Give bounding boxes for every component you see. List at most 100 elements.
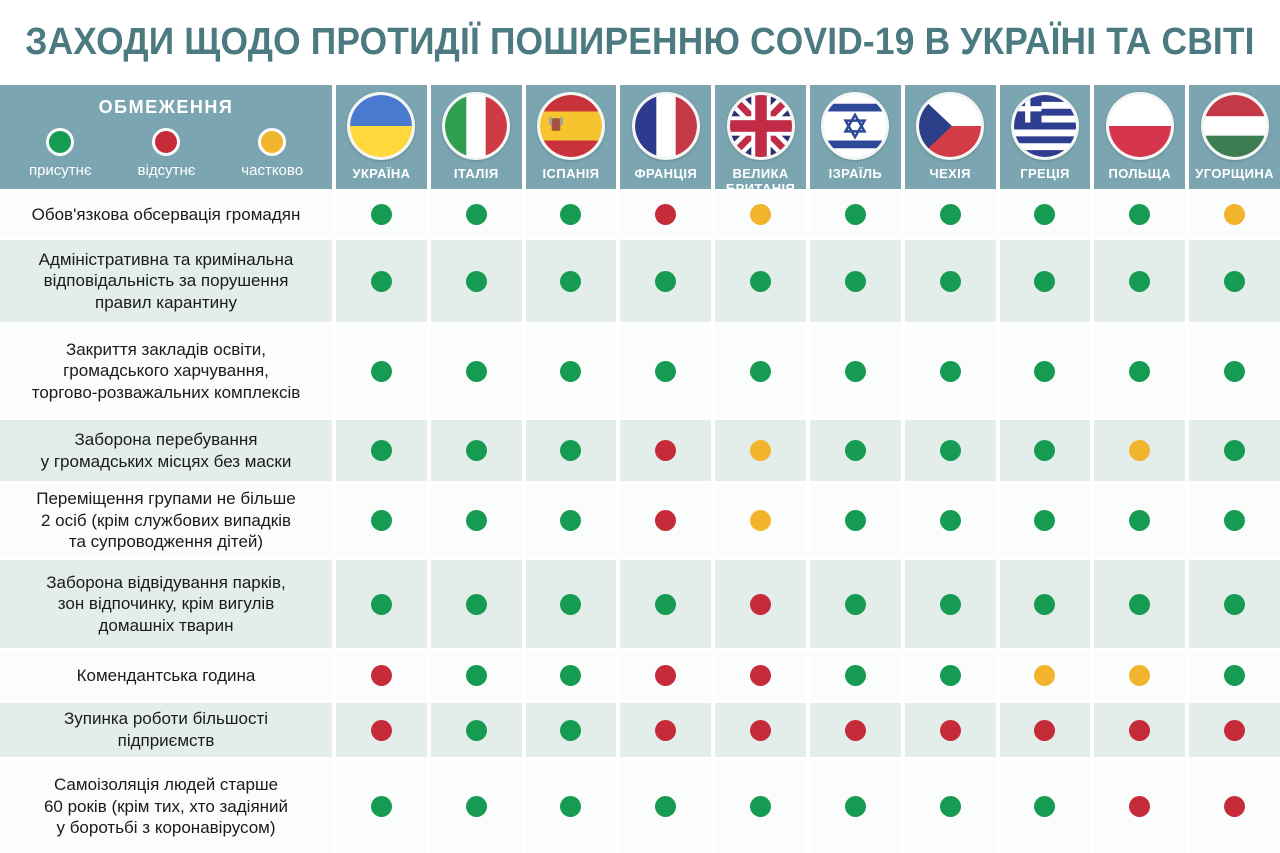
status-dot-present: [370, 593, 392, 615]
legend-title: ОБМЕЖЕННЯ: [98, 97, 234, 117]
status-dot-present: [1129, 270, 1151, 292]
status-dot-present: [370, 204, 392, 225]
status-cell-greece: [999, 325, 1091, 417]
status-dot-present: [939, 593, 961, 615]
country-label: ГРЕЦІЯ: [1020, 166, 1070, 181]
status-cell-poland: [1094, 703, 1186, 757]
status-dot-present: [465, 665, 487, 686]
status-dot-absent: [655, 440, 677, 461]
status-dot-present: [939, 440, 961, 461]
status-dot-absent: [750, 665, 772, 686]
status-cell-uk: [715, 192, 806, 237]
status-cell-uk: [715, 240, 806, 322]
status-dot-present: [1224, 593, 1246, 615]
legend-label-partial: частково: [241, 162, 304, 179]
country-header-uk: ВЕЛИКА БРИТАНІЯ: [715, 85, 806, 196]
status-cell-czechia: [904, 760, 996, 853]
status-dot-absent: [370, 665, 392, 686]
status-dot-present: [844, 510, 866, 531]
status-dot-present: [465, 510, 487, 531]
status-dot-present: [1224, 440, 1246, 461]
status-dot-present: [560, 510, 582, 531]
status-cell-israel: [810, 651, 901, 700]
status-dot-present: [750, 360, 772, 382]
status-cell-poland: [1094, 420, 1186, 481]
flag-icon-poland: [1105, 92, 1174, 160]
status-cell-ukraine: [336, 760, 427, 853]
status-cell-ukraine: [336, 192, 427, 237]
status-cell-greece: [999, 560, 1091, 648]
status-cell-poland: [1094, 240, 1186, 322]
status-cell-ukraine: [336, 240, 427, 322]
status-cell-italy: [430, 420, 522, 481]
status-cell-hungary: [1189, 420, 1280, 481]
status-cell-poland: [1094, 651, 1186, 700]
status-cell-france: [620, 484, 712, 557]
status-cell-poland: [1094, 192, 1186, 237]
status-cell-uk: [715, 560, 806, 648]
status-cell-spain: [525, 192, 617, 237]
status-cell-czechia: [904, 420, 996, 481]
country-label: ПОЛЬЩА: [1108, 166, 1172, 181]
status-cell-hungary: [1189, 651, 1280, 700]
status-cell-spain: [525, 325, 617, 417]
row-label: Заборона відвідування парків, зон відпоч…: [0, 560, 332, 648]
status-cell-italy: [430, 484, 522, 557]
status-dot-present: [1129, 204, 1151, 225]
status-cell-italy: [430, 651, 522, 700]
status-dot-present: [1129, 593, 1151, 615]
status-dot-present: [560, 719, 582, 741]
country-header-hungary: УГОРЩИНА: [1189, 85, 1280, 189]
status-dot-partial: [750, 510, 772, 531]
status-dot-present: [939, 796, 961, 817]
status-dot-present: [560, 360, 582, 382]
status-dot-present: [465, 796, 487, 817]
status-dot-absent: [655, 510, 677, 531]
row-label: Комендантська година: [0, 651, 332, 700]
status-cell-greece: [999, 760, 1091, 853]
status-dot-present: [844, 440, 866, 461]
legend-items: присутнє відсутнє частково: [0, 128, 332, 179]
status-dot-present: [939, 204, 961, 225]
status-dot-present: [370, 510, 392, 531]
status-cell-israel: [810, 192, 901, 237]
status-cell-spain: [525, 240, 617, 322]
status-cell-france: [620, 240, 712, 322]
status-cell-uk: [715, 760, 806, 853]
flag-icon-spain: [536, 92, 605, 160]
status-cell-israel: [810, 484, 901, 557]
status-cell-uk: [715, 484, 806, 557]
status-dot-present: [1034, 796, 1056, 817]
country-header-italy: ІТАЛІЯ: [430, 85, 522, 189]
status-cell-hungary: [1189, 760, 1280, 853]
status-dot-absent: [1129, 719, 1151, 741]
status-cell-spain: [525, 760, 617, 853]
status-cell-france: [620, 420, 712, 481]
status-cell-czechia: [904, 651, 996, 700]
status-cell-czechia: [904, 325, 996, 417]
status-dot-present: [1129, 510, 1151, 531]
row-label: Заборона перебування у громадських місця…: [0, 420, 332, 481]
status-cell-uk: [715, 420, 806, 481]
country-label: ФРАНЦІЯ: [634, 166, 698, 181]
status-dot-present: [1034, 593, 1056, 615]
status-cell-italy: [430, 760, 522, 853]
status-cell-israel: [810, 560, 901, 648]
status-dot-present: [370, 440, 392, 461]
status-cell-hungary: [1189, 240, 1280, 322]
status-dot-present: [1129, 360, 1151, 382]
status-dot-absent: [1224, 796, 1246, 817]
status-cell-italy: [430, 560, 522, 648]
country-header-poland: ПОЛЬЩА: [1094, 85, 1186, 189]
flag-icon-hungary: [1200, 92, 1269, 160]
status-dot-present: [655, 360, 677, 382]
flag-icon-czechia: [916, 92, 985, 160]
status-dot-present: [560, 270, 582, 292]
country-header-ukraine: УКРАЇНА: [336, 85, 427, 189]
status-dot-present: [844, 204, 866, 225]
status-dot-present: [1224, 270, 1246, 292]
status-dot-present: [1034, 440, 1056, 461]
status-cell-hungary: [1189, 192, 1280, 237]
status-cell-france: [620, 703, 712, 757]
country-header-czechia: ЧЕХІЯ: [904, 85, 996, 189]
